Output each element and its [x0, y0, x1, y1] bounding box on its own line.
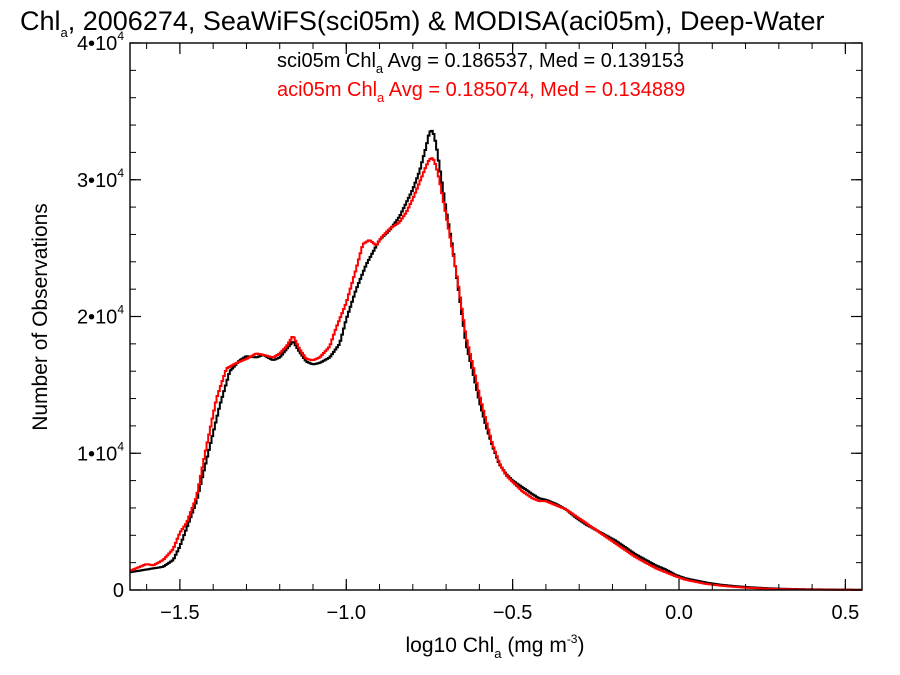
legend-sci05m: sci05m Chla Avg = 0.186537, Med = 0.1391… — [277, 50, 684, 76]
legend-sci05m-post: Avg = 0.186537, Med = 0.139153 — [383, 50, 684, 72]
series-line-sci05m — [130, 129, 862, 591]
y-tick-label: 2•104 — [77, 303, 124, 329]
x-tick-label: 0.5 — [831, 602, 859, 624]
series-group — [130, 129, 862, 591]
legend-aci05m: aci05m Chla Avg = 0.185074, Med = 0.1348… — [277, 79, 685, 105]
title-main: Chl — [20, 6, 61, 36]
legend-aci05m-sub: a — [377, 90, 385, 105]
title-rest: , 2006274, SeaWiFS(sci05m) & MODISA(aci0… — [68, 6, 825, 36]
y-tick-label: 0 — [113, 580, 124, 602]
legend-sci05m-sub: a — [376, 61, 384, 76]
x-tick-label: −1.5 — [160, 602, 199, 624]
plot-frame — [129, 42, 863, 591]
axis-ticks: −1.5 −1.0 −0.5 0.0 0.5 0 1•104 2•104 3•104 4•104 — [77, 29, 862, 624]
x-tick-label: 0.0 — [665, 602, 693, 624]
xlabel-post: ) — [577, 634, 584, 657]
xlabel-pre: log10 Chl — [406, 634, 495, 657]
y-tick-label: 1•104 — [77, 439, 124, 465]
y-tick-label: 4•104 — [77, 29, 124, 55]
xlabel-sub: a — [494, 646, 502, 661]
x-tick-label: −0.5 — [493, 602, 532, 624]
legend-aci05m-pre: aci05m Chl — [277, 79, 377, 101]
legend-sci05m-pre: sci05m Chl — [277, 50, 376, 72]
xlabel-mid: (mg m — [501, 634, 566, 657]
x-tick-label: −1.0 — [327, 602, 366, 624]
y-tick-label: 3•104 — [77, 166, 124, 192]
y-axis-label: Number of Observations — [29, 203, 52, 431]
chart-title: Chla, 2006274, SeaWiFS(sci05m) & MODISA(… — [20, 6, 825, 40]
title-sub: a — [61, 25, 69, 40]
xlabel-sup: -3 — [567, 632, 578, 646]
legend-aci05m-post: Avg = 0.185074, Med = 0.134889 — [384, 79, 685, 101]
x-axis-label: log10 Chla (mg m-3) — [406, 632, 585, 661]
series-line-aci05m — [130, 157, 862, 591]
